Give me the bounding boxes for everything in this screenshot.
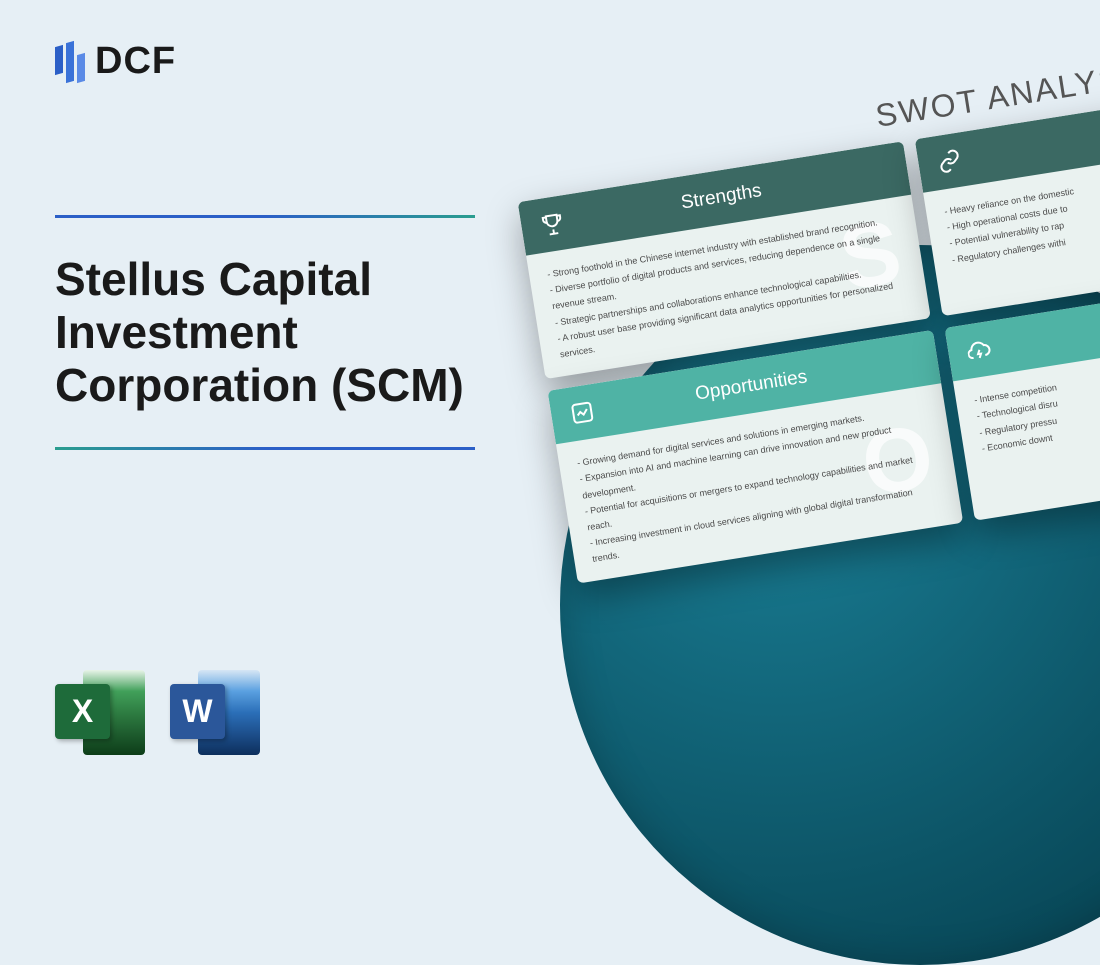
logo-text: DCF [95, 40, 176, 83]
trophy-icon [535, 207, 569, 241]
link-icon [932, 144, 966, 178]
storm-icon [962, 333, 996, 367]
excel-icon: X [55, 670, 145, 755]
file-icons: X W [55, 670, 260, 755]
divider-top [55, 215, 475, 218]
title-block: Stellus Capital Investment Corporation (… [55, 215, 475, 450]
logo: DCF [55, 40, 176, 83]
page-title: Stellus Capital Investment Corporation (… [55, 253, 475, 412]
weaknesses-card: - Heavy reliance on the domestic - High … [915, 102, 1100, 316]
chart-icon [565, 396, 599, 430]
swot-analysis: SWOT ANALYSIS Strengths S - Strong footh… [510, 49, 1100, 583]
threats-card: - Intense competition - Technological di… [945, 291, 1100, 521]
divider-bottom [55, 447, 475, 450]
logo-bars-icon [55, 42, 85, 82]
word-icon: W [170, 670, 260, 755]
